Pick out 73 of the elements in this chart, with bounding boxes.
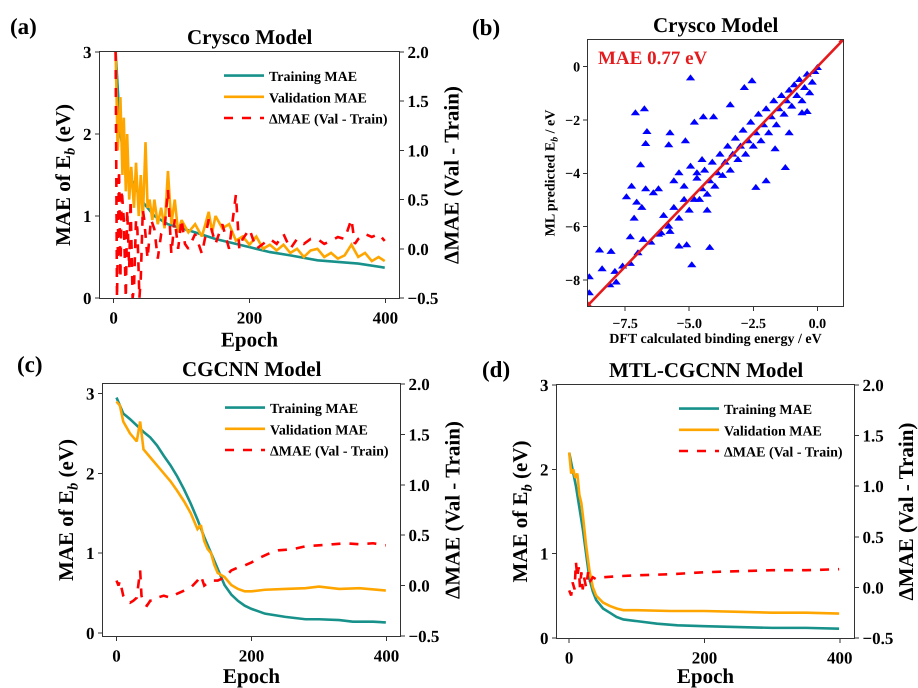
text: (c) (17, 352, 43, 377)
x-tick-label: −5.0 (676, 316, 702, 332)
x-axis-title: Epoch (220, 328, 278, 352)
legend-label: Training MAE (724, 403, 812, 418)
y2-tick-label: −0.5 (862, 628, 894, 648)
chart-title: Crysco Model (653, 13, 779, 37)
y-tick-label: 0 (573, 60, 580, 76)
y-tick-label: 2 (86, 464, 94, 484)
x-tick-label: 0 (109, 308, 118, 328)
legend-label: Training MAE (269, 70, 358, 86)
x-tick-label: −7.5 (612, 316, 638, 332)
text: (b) (472, 15, 500, 40)
y2-axis-title: ΔMAE (Val - Train) (440, 421, 465, 599)
y2-tick-label: 1.5 (862, 426, 884, 446)
x-tick-label: 400 (827, 648, 853, 668)
legend-label: Validation MAE (269, 91, 367, 106)
y2-tick-label: 0.5 (408, 526, 430, 546)
y2-tick-label: 1.5 (408, 92, 429, 112)
y-tick-label: −4 (565, 167, 580, 182)
y2-tick-label: 0.0 (408, 240, 429, 259)
y-tick-label: 3 (83, 42, 92, 62)
y2-tick-label: 0.5 (862, 528, 884, 547)
y-tick-label: −2 (565, 114, 580, 129)
x-tick-label: 400 (372, 308, 398, 328)
y-tick-label: 0 (83, 288, 92, 308)
y-tick-label: −8 (565, 274, 580, 289)
x-tick-label: −2.5 (740, 316, 766, 332)
y2-axis-title: ΔMAE (Val - Train) (440, 86, 464, 264)
x-tick-label: 0.0 (808, 316, 826, 332)
y-tick-label: 2 (83, 124, 92, 144)
y-tick-label: −6 (565, 220, 580, 236)
y2-tick-label: 1.0 (408, 476, 430, 495)
y-tick-label: 1 (86, 544, 94, 564)
y-tick-label: 1 (540, 544, 548, 564)
x-axis-title: Epoch (222, 664, 280, 688)
y2-tick-label: 0.0 (408, 576, 430, 596)
y-tick-label: 2 (540, 460, 548, 480)
x-tick-label: 200 (238, 646, 264, 666)
y2-axis-title: ΔMAE (Val - Train) (894, 422, 918, 600)
y2-tick-label: −0.5 (408, 626, 440, 646)
y2-tick-label: 0.5 (408, 190, 429, 210)
annotation: MAE 0.77 eV (598, 48, 708, 69)
legend-label: ΔMAE (Val - Train) (270, 444, 389, 460)
chart-title: Crysco Model (187, 25, 313, 49)
y2-tick-label: −0.5 (408, 288, 438, 308)
x-tick-label: 0 (112, 646, 121, 666)
y-tick-label: 3 (540, 376, 548, 395)
y2-tick-label: 1.0 (408, 141, 429, 160)
line-series (568, 560, 840, 597)
chart-title: CGCNN Model (182, 357, 322, 381)
y2-tick-label: 1.5 (408, 425, 430, 444)
y-tick-label: 3 (86, 384, 94, 404)
y2-tick-label: 0.0 (862, 578, 884, 598)
legend-label: ΔMAE (Val - Train) (724, 445, 843, 460)
y-tick-label: 0 (540, 628, 548, 648)
chart-title: MTL-CGCNN Model (609, 358, 804, 382)
y-tick-label: 0 (86, 624, 94, 643)
x-tick-label: 200 (236, 308, 262, 328)
x-axis-title: DFT calculated binding energy / eV (609, 332, 822, 348)
line-series (115, 542, 388, 608)
legend-label: ΔMAE (Val - Train) (269, 112, 388, 128)
y2-tick-label: 2.0 (408, 374, 430, 394)
text: (a) (10, 14, 37, 39)
y2-tick-label: 1.0 (862, 477, 884, 496)
y2-tick-label: 2.0 (408, 42, 429, 62)
line-series (115, 400, 388, 593)
legend-label: Validation MAE (270, 423, 368, 438)
y2-tick-label: 2.0 (862, 376, 884, 395)
x-tick-label: 400 (374, 646, 400, 666)
legend-label: Training MAE (270, 402, 358, 418)
legend-label: Validation MAE (724, 424, 822, 440)
y-tick-label: 1 (83, 206, 92, 226)
text: (d) (482, 357, 510, 382)
